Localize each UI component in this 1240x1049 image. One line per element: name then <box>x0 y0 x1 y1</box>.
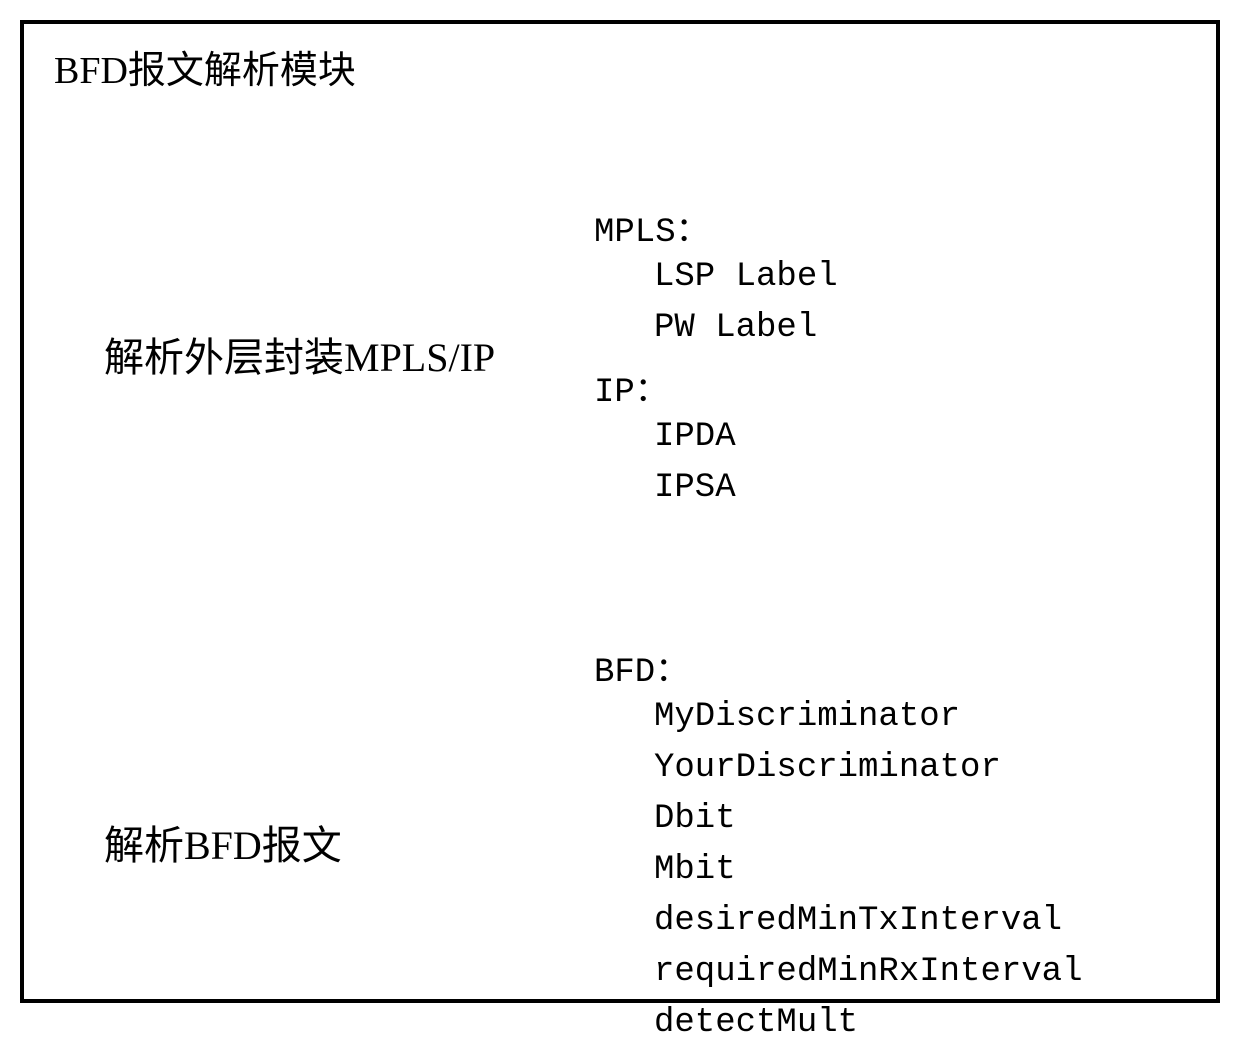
section-details-2: BFD： MyDiscriminator YourDiscriminator D… <box>594 634 1186 1049</box>
section-label-2: 解析BFD报文 <box>54 813 594 871</box>
detail-desiredmintxinterval: desiredMinTxInterval <box>594 896 1186 947</box>
detail-pw-label: PW Label <box>594 303 1186 354</box>
detail-lsp-label: LSP Label <box>594 252 1186 303</box>
detail-yourdiscriminator: YourDiscriminator <box>594 743 1186 794</box>
section-mpls-ip: 解析外层封装MPLS/IP MPLS： LSP Label PW Label I… <box>54 194 1186 514</box>
group-header-bfd: BFD： <box>594 642 1186 692</box>
detail-detectmult: detectMult <box>594 998 1186 1049</box>
group-header-ip: IP： <box>594 362 1186 412</box>
detail-ipsa: IPSA <box>594 463 1186 514</box>
section-details-1: MPLS： LSP Label PW Label IP： IPDA IPSA <box>594 194 1186 514</box>
detail-ipda: IPDA <box>594 412 1186 463</box>
detail-requiredminrxinterval: requiredMinRxInterval <box>594 947 1186 998</box>
section-bfd: 解析BFD报文 BFD： MyDiscriminator YourDiscrim… <box>54 634 1186 1049</box>
diagram-container: BFD报文解析模块 解析外层封装MPLS/IP MPLS： LSP Label … <box>20 20 1220 1003</box>
detail-dbit: Dbit <box>594 794 1186 845</box>
group-header-mpls: MPLS： <box>594 202 1186 252</box>
detail-mbit: Mbit <box>594 845 1186 896</box>
section-label-1: 解析外层封装MPLS/IP <box>54 325 594 383</box>
module-title: BFD报文解析模块 <box>54 39 1186 94</box>
content-area: 解析外层封装MPLS/IP MPLS： LSP Label PW Label I… <box>54 194 1186 1049</box>
detail-mydiscriminator: MyDiscriminator <box>594 692 1186 743</box>
